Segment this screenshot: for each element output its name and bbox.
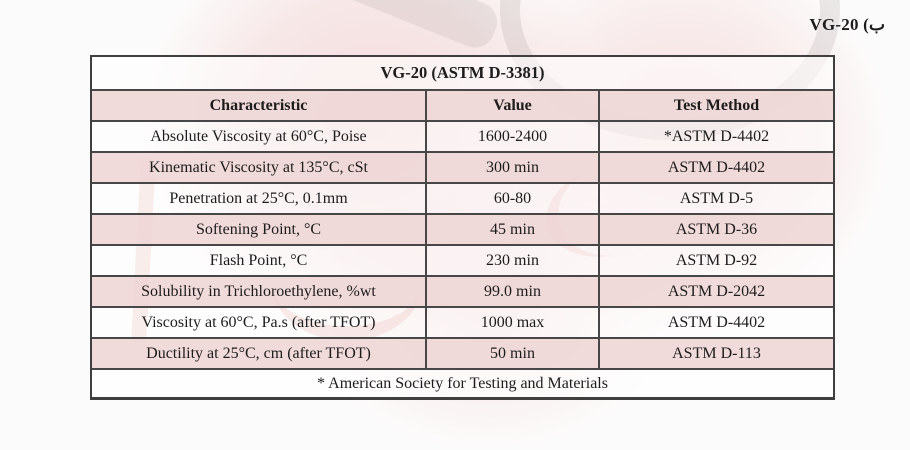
cell-value: 1000 max bbox=[427, 308, 600, 337]
cell-value: 99.0 min bbox=[427, 277, 600, 306]
table-footnote: * American Society for Testing and Mater… bbox=[92, 370, 833, 397]
cell-test-method: ASTM D-2042 bbox=[667, 283, 766, 300]
cell-test-method: ASTM D-5 bbox=[679, 190, 754, 207]
column-header-characteristic: Characteristic bbox=[92, 91, 427, 120]
cell-characteristic: Penetration at 25°C, 0.1mm bbox=[92, 184, 427, 213]
column-header-test-method: Test Method bbox=[673, 97, 760, 114]
table-row: Penetration at 25°C, 0.1mm 60-80 ASTM D-… bbox=[92, 184, 833, 215]
table-row: Absolute Viscosity at 60°C, Poise 1600-2… bbox=[92, 122, 833, 153]
cell-test-method: ASTM D-92 bbox=[675, 252, 758, 269]
table-row: Ductility at 25°C, cm (after TFOT) 50 mi… bbox=[92, 339, 833, 370]
cell-characteristic: Absolute Viscosity at 60°C, Poise bbox=[92, 122, 427, 151]
table-row: Kinematic Viscosity at 135°C, cSt 300 mi… bbox=[92, 153, 833, 184]
table-title: VG-20 (ASTM D-3381) bbox=[92, 57, 833, 91]
table-header-row: Characteristic Value Test Method bbox=[92, 91, 833, 122]
section-heading: VG-20 (ب bbox=[809, 15, 885, 34]
cell-characteristic: Viscosity at 60°C, Pa.s (after TFOT) bbox=[92, 308, 427, 337]
cell-characteristic: Ductility at 25°C, cm (after TFOT) bbox=[92, 339, 427, 368]
cell-value: 300 min bbox=[427, 153, 600, 182]
cell-characteristic: Kinematic Viscosity at 135°C, cSt bbox=[92, 153, 427, 182]
cell-value: 1600-2400 bbox=[427, 122, 600, 151]
cell-value: 230 min bbox=[427, 246, 600, 275]
cell-test-method: ASTM D-113 bbox=[672, 345, 761, 362]
watermark-gray-stripe bbox=[216, 0, 504, 54]
cell-characteristic: Softening Point, °C bbox=[92, 215, 427, 244]
cell-value: 50 min bbox=[427, 339, 600, 368]
cell-value: 45 min bbox=[427, 215, 600, 244]
cell-test-method: ASTM D-4402 bbox=[667, 159, 766, 176]
cell-value: 60-80 bbox=[427, 184, 600, 213]
cell-test-method: *ASTM D-4402 bbox=[663, 128, 770, 145]
table-row: Solubility in Trichloroethylene, %wt 99.… bbox=[92, 277, 833, 308]
column-header-value: Value bbox=[427, 91, 600, 120]
cell-characteristic: Flash Point, °C bbox=[92, 246, 427, 275]
cell-test-method: ASTM D-4402 bbox=[667, 314, 766, 331]
table-row: Softening Point, °C 45 min ASTM D-36 bbox=[92, 215, 833, 246]
table-row: Viscosity at 60°C, Pa.s (after TFOT) 100… bbox=[92, 308, 833, 339]
table-row: Flash Point, °C 230 min ASTM D-92 bbox=[92, 246, 833, 277]
spec-table: VG-20 (ASTM D-3381) Characteristic Value… bbox=[90, 55, 835, 400]
cell-characteristic: Solubility in Trichloroethylene, %wt bbox=[92, 277, 427, 306]
cell-test-method: ASTM D-36 bbox=[675, 221, 758, 238]
